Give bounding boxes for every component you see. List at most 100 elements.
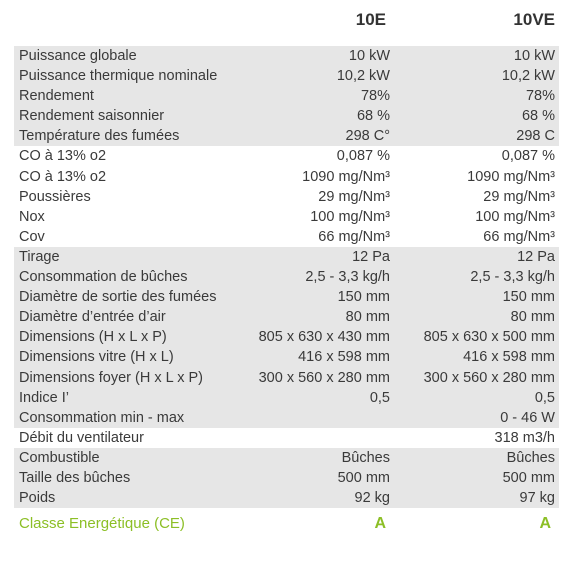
row-value-10ve: 150 mm xyxy=(502,289,555,306)
row-value-10e: 68 % xyxy=(356,108,390,125)
table-row: CO à 13% o2 0,087 % 0,087 % xyxy=(14,146,559,166)
table-row: Dimensions (H x L x P) 805 x 630 x 430 mm… xyxy=(14,327,559,348)
row-value-10e xyxy=(224,408,394,428)
row-value-10e: 0,5 xyxy=(369,389,390,406)
row-value-10ve: Bûches xyxy=(506,449,555,466)
table-row: Nox 100 mg/Nm³ 100 mg/Nm³ xyxy=(14,207,559,227)
row-value-10ve: 78% xyxy=(525,88,555,105)
row-label: Combustible xyxy=(19,449,100,466)
row-label: Rendement saisonnier xyxy=(19,108,165,125)
table-row: Taille des bûches 500 mm 500 mm xyxy=(14,467,559,489)
row-value-10e: 1090 mg/Nm³ xyxy=(302,168,390,185)
table-row: Débit du ventilateur 318 m3/h xyxy=(14,428,559,448)
row-label: Taille des bûches xyxy=(19,469,131,486)
table-row: Puissance globale 10 kW 10 kW xyxy=(14,46,559,67)
table-row: Indice I’ 0,5 0,5 xyxy=(14,387,559,408)
row-value-10e: 66 mg/Nm³ xyxy=(318,228,390,245)
row-label: Indice I’ xyxy=(19,389,69,406)
row-label: Température des fumées xyxy=(19,128,180,145)
row-value-10ve: 80 mm xyxy=(510,309,555,326)
table-row: Diamètre de sortie des fumées 150 mm 150 m… xyxy=(14,287,559,308)
table-row: Poids 92 kg 97 kg xyxy=(14,488,559,509)
header-col-10ve: 10VE xyxy=(513,10,555,29)
row-label: Cov xyxy=(19,228,45,245)
row-value-10e: 92 kg xyxy=(354,490,390,507)
row-value-10ve: 0 - 46 W xyxy=(500,409,555,426)
row-value-10ve: 0,5 xyxy=(534,389,555,406)
row-value-10ve: 29 mg/Nm³ xyxy=(483,188,555,205)
row-value-10ve: 805 x 630 x 500 mm xyxy=(423,329,555,346)
row-label: Dimensions foyer (H x L x P) xyxy=(19,369,203,386)
row-value-10e: 805 x 630 x 430 mm xyxy=(258,329,390,346)
row-value-10e: 298 C° xyxy=(345,128,391,145)
row-value-10ve: 318 m3/h xyxy=(494,429,555,446)
energy-class-row: Classe Energétique (CE) A A xyxy=(14,512,559,536)
table-row: Poussières 29 mg/Nm³ 29 mg/Nm³ xyxy=(14,187,559,207)
row-label: Consommation de bûches xyxy=(19,269,188,286)
table-row: Cov 66 mg/Nm³ 66 mg/Nm³ xyxy=(14,227,559,247)
row-label: Puissance thermique nominale xyxy=(19,68,218,85)
row-value-10e: 0,087 % xyxy=(336,148,390,165)
row-value-10ve: 100 mg/Nm³ xyxy=(475,208,555,225)
row-label: Tirage xyxy=(19,248,60,265)
row-value-10e: 300 x 560 x 280 mm xyxy=(258,369,390,386)
row-label: Dimensions vitre (H x L) xyxy=(19,349,174,366)
table-body: Puissance globale 10 kW 10 kW Puissance the… xyxy=(14,46,559,509)
row-value-10ve: 298 C xyxy=(516,128,555,145)
row-label: Poussières xyxy=(19,188,91,205)
row-value-10e: 2,5 - 3,3 kg/h xyxy=(305,269,390,286)
row-value-10ve: 2,5 - 3,3 kg/h xyxy=(470,269,555,286)
row-value-10e: 416 x 598 mm xyxy=(298,349,390,366)
row-label: Poids xyxy=(19,490,56,507)
row-value-10ve: 10 kW xyxy=(513,48,555,64)
row-value-10e: 150 mm xyxy=(337,289,390,306)
row-value-10e: 12 Pa xyxy=(352,248,390,265)
row-value-10e: 29 mg/Nm³ xyxy=(318,188,390,205)
table-row: Température des fumées 298 C° 298 C xyxy=(14,126,559,147)
row-value-10e: 80 mm xyxy=(345,309,390,326)
table-row: Diamètre d’entrée d’air 80 mm 80 mm xyxy=(14,307,559,328)
table-row: Combustible Bûches Bûches xyxy=(14,447,559,468)
row-value-10ve: 97 kg xyxy=(519,490,555,507)
table-row: Dimensions vitre (H x L) 416 x 598 mm 416 … xyxy=(14,347,559,368)
row-value-10ve: 10,2 kW xyxy=(501,68,555,85)
table-row: Consommation min - max 0 - 46 W xyxy=(14,407,559,428)
row-value-10ve: 66 mg/Nm³ xyxy=(483,228,555,245)
row-label: Diamètre de sortie des fumées xyxy=(19,289,217,306)
row-value-10ve: 416 x 598 mm xyxy=(463,349,555,366)
row-value-10ve: 1090 mg/Nm³ xyxy=(467,168,555,185)
table-header: 10E 10VE xyxy=(14,0,559,46)
row-value-10e: 10,2 kW xyxy=(336,68,390,85)
row-label: Débit du ventilateur xyxy=(19,429,144,446)
table-row: Rendement saisonnier 68 % 68 % xyxy=(14,106,559,127)
row-value-10ve: 0,087 % xyxy=(501,148,555,165)
row-label: CO à 13% o2 xyxy=(19,148,107,165)
row-value-10e: 10 kW xyxy=(348,48,390,64)
row-value-10e: 78% xyxy=(360,88,390,105)
row-label: Diamètre d’entrée d’air xyxy=(19,309,166,326)
row-value-10e xyxy=(224,428,394,448)
table-row: Rendement 78% 78% xyxy=(14,86,559,107)
table-row: Tirage 12 Pa 12 Pa xyxy=(14,246,559,268)
energy-class-10ve: A xyxy=(539,515,551,533)
row-label: Dimensions (H x L x P) xyxy=(19,329,167,346)
row-label: CO à 13% o2 xyxy=(19,168,107,185)
spec-table: 10E 10VE Puissance globale 10 kW 10 kW Puis… xyxy=(14,0,559,536)
table-row: CO à 13% o2 1090 mg/Nm³ 1090 mg/Nm³ xyxy=(14,167,559,187)
energy-class-label: Classe Energétique (CE) xyxy=(19,515,185,533)
table-row: Dimensions foyer (H x L x P) 300 x 560 x … xyxy=(14,367,559,388)
row-value-10ve: 12 Pa xyxy=(517,248,555,265)
row-value-10e: 500 mm xyxy=(337,469,390,486)
row-label: Rendement xyxy=(19,88,94,105)
row-label: Consommation min - max xyxy=(19,409,185,426)
row-value-10ve: 300 x 560 x 280 mm xyxy=(423,369,555,386)
row-value-10e: Bûches xyxy=(341,449,390,466)
row-value-10e: 100 mg/Nm³ xyxy=(310,208,390,225)
table-row: Consommation de bûches 2,5 - 3,3 kg/h 2,5 … xyxy=(14,267,559,288)
row-value-10ve: 68 % xyxy=(521,108,555,125)
row-value-10ve: 500 mm xyxy=(502,469,555,486)
row-label: Nox xyxy=(19,208,45,225)
energy-class-10e: A xyxy=(374,515,386,533)
header-col-10e: 10E xyxy=(355,10,386,29)
row-label: Puissance globale xyxy=(19,48,137,64)
